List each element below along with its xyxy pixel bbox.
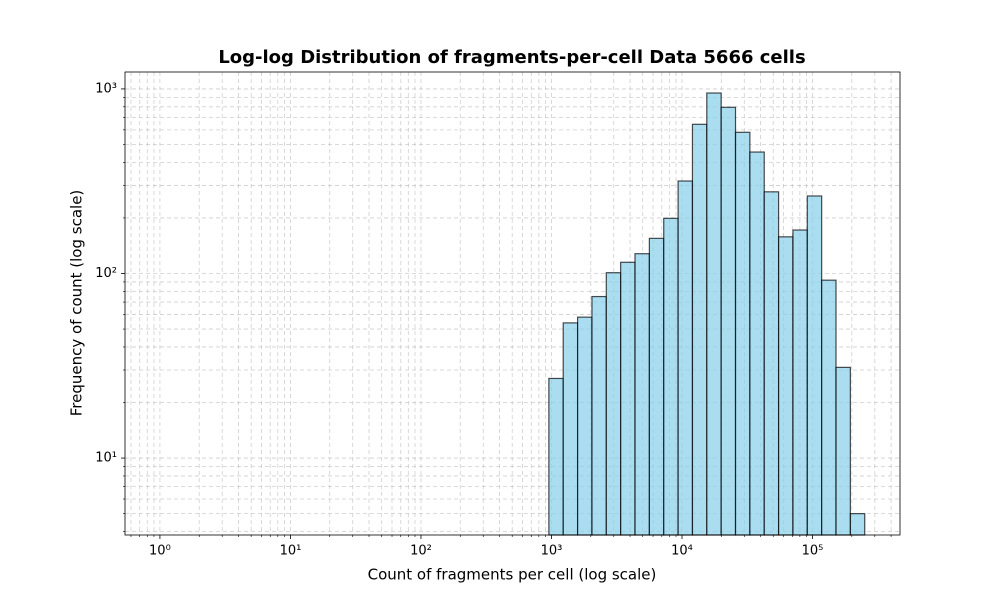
bar <box>605 272 622 536</box>
x-axis-label: Count of fragments per cell (log scale) <box>368 566 657 584</box>
y-tick-label: 10² <box>95 266 117 281</box>
x-tick-label: 10³ <box>541 544 563 559</box>
y-axis-label: Frequency of count (log scale) <box>68 190 86 417</box>
x-tick-label: 10² <box>410 544 432 559</box>
bar <box>720 106 737 536</box>
chart-title: Log-log Distribution of fragments-per-ce… <box>218 47 805 68</box>
bar <box>634 253 650 536</box>
bar <box>677 180 694 536</box>
bar <box>835 366 851 536</box>
bar <box>548 377 564 536</box>
bar <box>763 191 780 536</box>
bar <box>821 279 837 536</box>
x-tick-label: 10¹ <box>280 544 302 559</box>
bar <box>562 322 579 536</box>
bar <box>663 217 679 536</box>
bar <box>777 236 794 536</box>
plot-frame <box>124 71 901 536</box>
bar <box>648 237 665 536</box>
bar <box>576 316 593 536</box>
bar <box>591 295 607 536</box>
bar <box>706 92 722 536</box>
bar <box>734 131 751 536</box>
y-tick-label: 10³ <box>95 81 117 96</box>
bar <box>792 229 808 536</box>
bar <box>691 123 708 536</box>
x-tick-label: 10⁵ <box>802 544 824 559</box>
bar <box>849 513 866 536</box>
bar <box>620 261 636 536</box>
x-tick-label: 10⁴ <box>671 544 693 559</box>
x-tick-label: 10⁰ <box>149 544 171 559</box>
bar <box>806 195 823 536</box>
y-tick-label: 10¹ <box>95 451 117 466</box>
bar <box>749 151 765 536</box>
